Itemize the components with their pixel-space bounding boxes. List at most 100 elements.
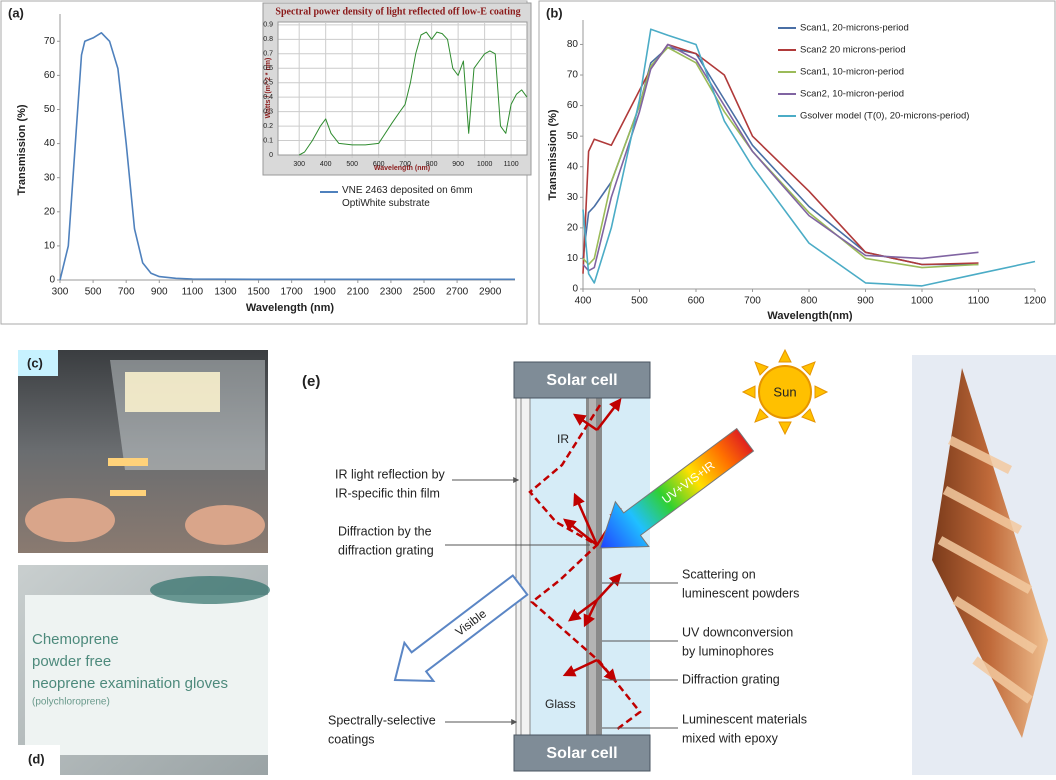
inset-title: Spectral power density of light reflecte… [275,6,520,17]
x-tick-label: 1200 [1024,296,1047,307]
x-axis-label: Wavelength (nm) [246,302,335,314]
x-tick-label: 600 [373,161,385,168]
x-tick-label: 700 [399,161,411,168]
afm-ridges [937,435,1038,704]
ceiling-light [125,372,220,412]
y-tick-label: 20 [44,206,56,217]
x-tick-label: 400 [320,161,332,168]
thin-film [515,397,531,736]
x-tick-label: 500 [631,296,648,307]
glass-label: Glass [545,697,576,711]
series-line [582,28,1036,287]
annotation: luminescent powders [682,586,799,600]
x-tick-label: 700 [118,287,135,298]
x-tick-label: 500 [346,161,358,168]
x-tick-label: 300 [293,161,305,168]
y-tick-label: 0.7 [263,51,273,58]
x-tick-label: 1100 [968,296,990,307]
panel-label: (a) [8,5,24,20]
panel-b-frame [538,0,1056,325]
legend-entry: Scan2 20 microns-period [800,45,906,56]
annotation: Diffraction grating [682,672,780,686]
y-tick-label: 0 [572,284,578,295]
x-tick-label: 1500 [247,287,270,298]
box-text: Chemoprene [32,631,119,648]
y-tick-label: 0.5 [263,80,273,87]
annotation: Scattering on [682,567,756,581]
label-box [18,350,58,376]
legend-entry: Scan1, 10-micron-period [800,67,904,78]
x-tick-label: 2300 [380,287,403,298]
x-tick-label: 1000 [911,296,934,307]
y-axis-label: Transmission (%) [547,109,559,200]
x-tick-label: 800 [426,161,438,168]
series-line [582,43,979,272]
x-tick-label: 900 [452,161,464,168]
x-tick-label: 400 [575,296,592,307]
box-text: powder free [32,653,111,670]
x-tick-label: 800 [801,296,818,307]
y-axis-label: Transmission (%) [16,104,28,195]
x-tick-label: 700 [744,296,761,307]
sun-label: Sun [773,384,796,399]
hand [25,498,115,542]
annotation: Spectrally-selective [328,713,436,727]
ceiling-light [108,458,148,466]
y-tick-label: 50 [44,104,56,115]
legend: VNE 2463 deposited on 6mm OptiWhite subs… [342,185,473,209]
ir-label: IR [557,432,569,446]
series-line [582,46,979,266]
annotation: IR-specific thin film [335,486,440,500]
y-tick-label: 0.8 [263,36,273,43]
solar-cell-label: Solar cell [546,745,617,762]
legend-entry: Scan1, 20-microns-period [800,23,909,34]
y-tick-label: 0.3 [263,108,273,115]
x-axis-label: Wavelength(nm) [767,310,852,322]
x-tick-label: 2900 [479,287,502,298]
series-line [59,31,515,281]
y-tick-label: 30 [44,172,56,183]
box-text: neoprene examination gloves [32,675,228,692]
x-tick-label: 1100 [182,287,204,298]
glass-edge [150,576,270,604]
x-tick-label: 2500 [413,287,436,298]
y-tick-label: 0.2 [263,123,273,130]
ceiling-light [110,490,146,496]
series-line [298,31,528,156]
y-tick-label: 80 [567,39,579,50]
x-tick-label: 600 [688,296,705,307]
x-tick-label: 1000 [477,161,493,168]
y-tick-label: 40 [44,138,56,149]
label-box [18,745,60,775]
x-tick-label: 300 [52,287,69,298]
annotation: diffraction grating [338,543,434,557]
y-tick-label: 0.6 [263,65,273,72]
x-tick-label: 1900 [314,287,337,298]
annotation: Diffraction by the [338,524,432,538]
y-tick-label: 10 [44,241,56,252]
y-tick-label: 30 [567,192,579,203]
box-text: (polychloroprene) [32,697,110,708]
y-tick-label: 40 [567,161,579,172]
panel-label: (b) [546,5,563,20]
annotation: Luminescent materials [682,712,807,726]
x-tick-label: 1700 [281,287,304,298]
x-axis-label: Wavelength (nm) [374,165,430,172]
annotation: IR light reflection by [335,467,446,481]
legend-entry: Gsolver model (T(0), 20-microns-period) [800,111,969,122]
panel-label: (d) [28,751,45,766]
y-tick-label: 60 [567,100,579,111]
y-tick-label: 0.1 [263,137,273,144]
x-tick-label: 900 [857,296,874,307]
scatter-arrows [562,398,622,682]
y-tick-label: 0 [49,275,55,286]
powder [589,398,596,735]
x-tick-label: 2700 [446,287,469,298]
annotation: UV downconversion [682,625,793,639]
y-axis-label: Watts / (m^2 * nm) [264,58,272,119]
afm-surface [932,368,1048,738]
annotation: coatings [328,732,375,746]
glove-box [25,595,268,755]
solar-cell-label: Solar cell [546,372,617,389]
panel-label: (e) [302,373,320,390]
